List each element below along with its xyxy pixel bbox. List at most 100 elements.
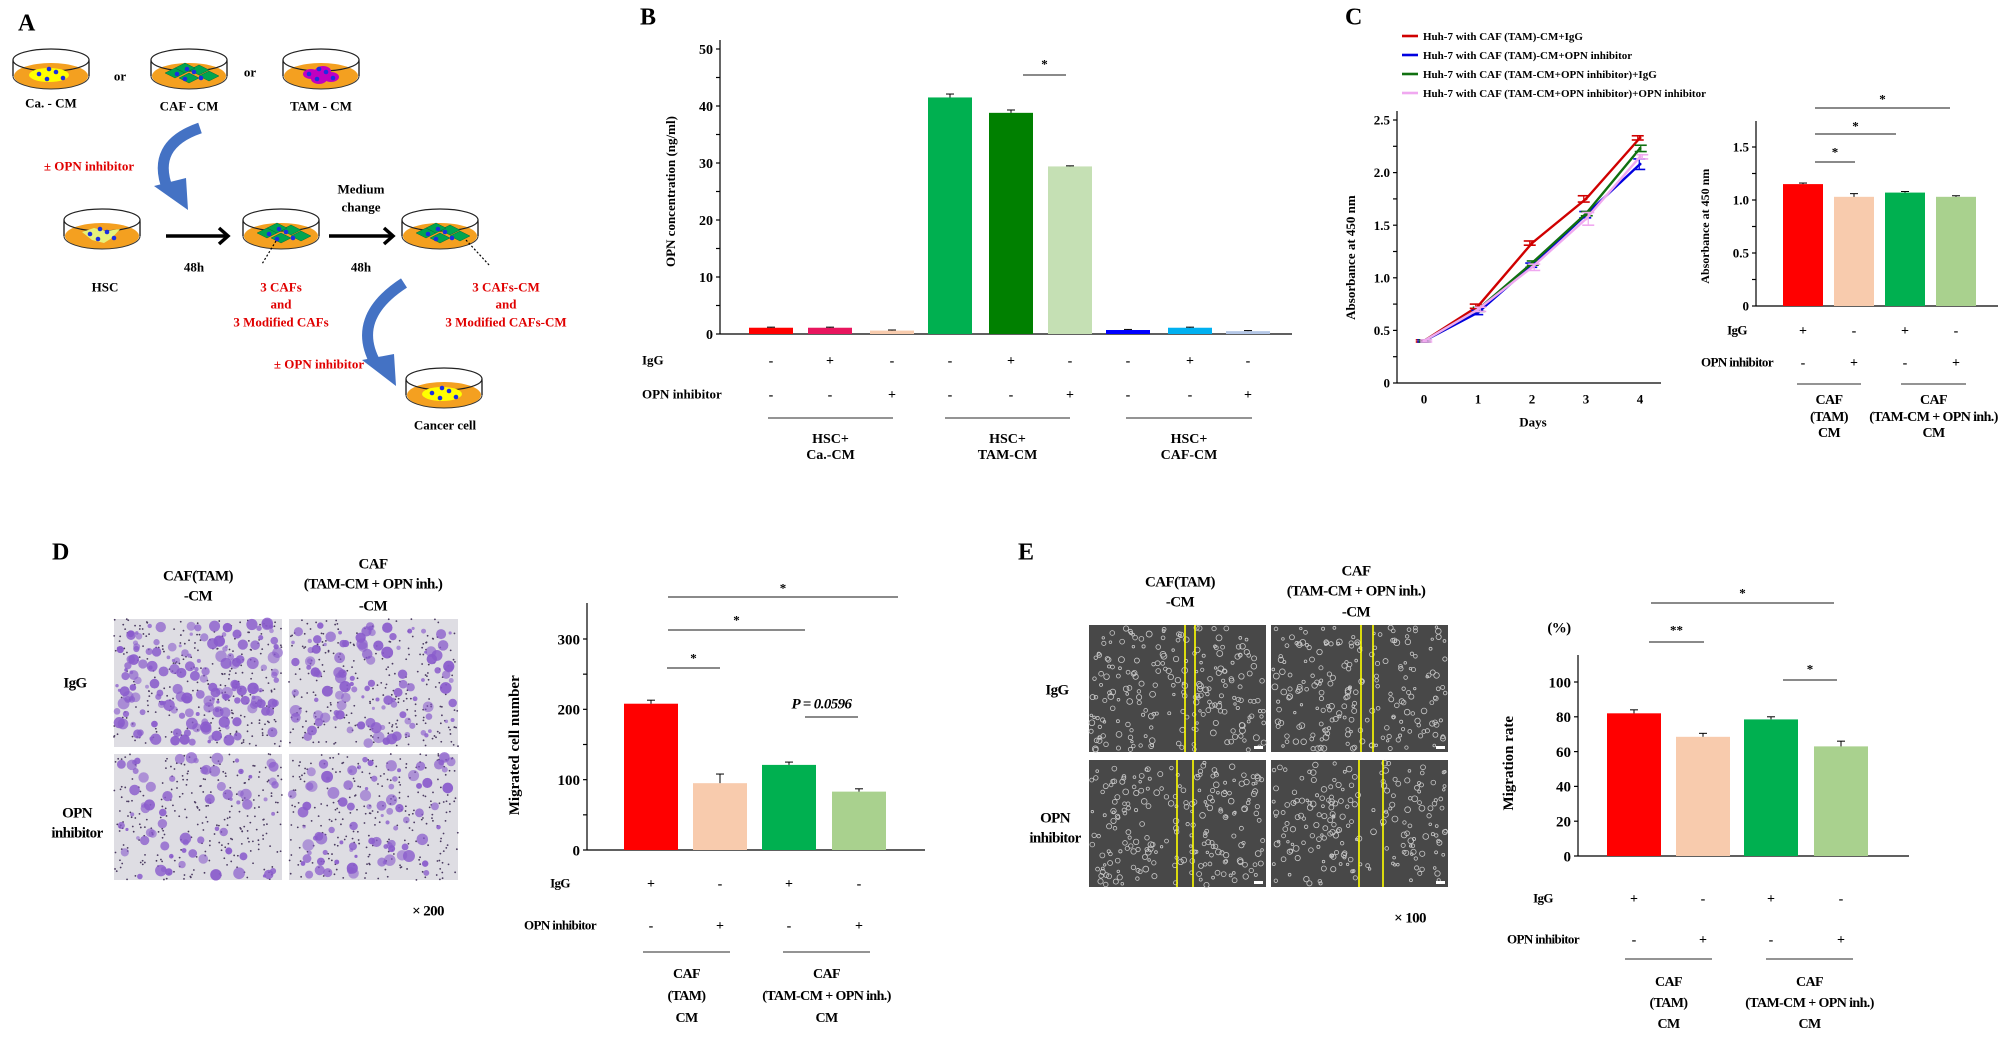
nucleus bbox=[97, 226, 103, 232]
cell bbox=[1369, 651, 1375, 658]
cell-dot bbox=[386, 875, 389, 878]
cell bbox=[1147, 858, 1151, 862]
cell bbox=[1398, 733, 1403, 738]
cell-dot bbox=[425, 641, 427, 644]
cell-dot bbox=[125, 618, 128, 621]
cell bbox=[1351, 708, 1358, 714]
cell bbox=[1201, 841, 1207, 847]
cell bbox=[1237, 684, 1243, 690]
cell bbox=[1205, 707, 1212, 713]
cell bbox=[1413, 628, 1418, 634]
cell bbox=[1344, 687, 1352, 694]
cell bbox=[1103, 741, 1109, 748]
sign: - bbox=[1126, 354, 1131, 369]
cell bbox=[1355, 641, 1360, 646]
cell bbox=[1197, 788, 1202, 793]
cell bbox=[1093, 655, 1098, 660]
cell bbox=[1286, 840, 1290, 844]
sign: - bbox=[1701, 892, 1706, 907]
cell-dot bbox=[205, 805, 208, 807]
stained-cell bbox=[293, 627, 303, 637]
sign: - bbox=[828, 388, 833, 403]
stained-cell bbox=[314, 865, 325, 876]
cell bbox=[1235, 644, 1242, 650]
cell-dot bbox=[194, 642, 196, 644]
cell-dot bbox=[446, 844, 449, 847]
cell bbox=[1172, 655, 1180, 663]
medium-change-label: change bbox=[342, 200, 381, 215]
cell-dot bbox=[389, 640, 392, 643]
cell bbox=[1299, 703, 1304, 707]
cell-dot bbox=[134, 874, 137, 877]
cell bbox=[1315, 793, 1320, 798]
scale-bar bbox=[1254, 746, 1263, 749]
cell-dot bbox=[224, 846, 227, 849]
cell bbox=[1259, 678, 1265, 684]
cell-dot bbox=[349, 811, 352, 814]
cell bbox=[1303, 876, 1310, 883]
stained-cell bbox=[415, 808, 424, 818]
stained-cell bbox=[407, 628, 413, 634]
cell-dot bbox=[294, 789, 297, 792]
stained-cell bbox=[393, 687, 403, 697]
cell bbox=[1213, 666, 1218, 670]
stained-cell bbox=[147, 623, 152, 629]
cell-dot bbox=[178, 662, 181, 665]
cell-dot bbox=[200, 785, 202, 787]
cell-dot bbox=[356, 677, 359, 680]
stained-cell bbox=[370, 722, 382, 734]
group-label: CM bbox=[1922, 426, 1945, 441]
cell-dot bbox=[365, 846, 368, 849]
stained-cell bbox=[140, 803, 151, 814]
cell-dot bbox=[294, 805, 296, 808]
cell-dot bbox=[251, 840, 254, 843]
cell bbox=[1211, 875, 1215, 880]
stained-cell bbox=[195, 712, 200, 717]
cell-dot bbox=[334, 726, 337, 729]
cell bbox=[1439, 735, 1447, 742]
cell-dot bbox=[340, 823, 342, 826]
x-tick-label: 3 bbox=[1583, 392, 1590, 407]
stained-cell bbox=[351, 686, 358, 693]
dish-label: TAM - CM bbox=[290, 99, 352, 114]
cell-dot bbox=[368, 862, 371, 865]
cell bbox=[1347, 686, 1352, 690]
cell-dot bbox=[300, 696, 303, 699]
cell bbox=[1238, 733, 1244, 739]
cell bbox=[1136, 700, 1142, 706]
stained-cell bbox=[436, 824, 441, 830]
cell bbox=[1132, 634, 1138, 641]
cell bbox=[1276, 699, 1281, 704]
cell bbox=[1130, 671, 1137, 677]
bar bbox=[1676, 736, 1730, 856]
y-axis-label: Migration rate bbox=[1501, 716, 1517, 811]
panel-letter-e: E bbox=[1018, 539, 1034, 565]
cell-dot bbox=[377, 877, 380, 880]
arrow-head bbox=[217, 226, 231, 246]
cell bbox=[1348, 782, 1355, 788]
cell-dot bbox=[367, 855, 370, 858]
cell bbox=[1442, 656, 1448, 662]
cell-dot bbox=[173, 628, 176, 631]
cell bbox=[1381, 759, 1388, 767]
cell-dot bbox=[289, 635, 292, 638]
cell-dot bbox=[415, 878, 418, 881]
cell-dot bbox=[258, 794, 260, 797]
row-label: IgG bbox=[1533, 891, 1553, 906]
data-point bbox=[1638, 155, 1642, 159]
cell bbox=[1435, 686, 1441, 692]
cell bbox=[1220, 871, 1227, 877]
cell-dot bbox=[196, 823, 199, 826]
cell bbox=[1398, 664, 1403, 669]
significance-label: * bbox=[1041, 57, 1048, 72]
cell bbox=[1095, 866, 1100, 872]
cell-dot bbox=[196, 807, 199, 809]
stained-cell bbox=[184, 661, 195, 672]
cell bbox=[1207, 676, 1213, 682]
cell bbox=[1210, 844, 1216, 850]
stained-cell bbox=[348, 842, 357, 851]
cell-dot bbox=[298, 775, 301, 778]
cell bbox=[1418, 804, 1426, 812]
bar bbox=[928, 97, 972, 334]
cell bbox=[1155, 668, 1162, 674]
